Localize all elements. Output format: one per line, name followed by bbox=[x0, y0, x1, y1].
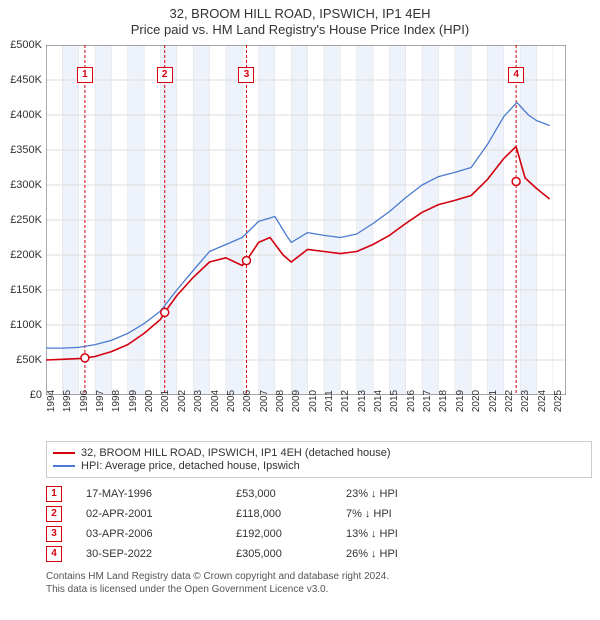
title-block: 32, BROOM HILL ROAD, IPSWICH, IP1 4EH Pr… bbox=[0, 0, 600, 39]
x-tick-label: 1997 bbox=[95, 389, 106, 411]
x-tick-label: 2011 bbox=[324, 390, 335, 412]
sale-row: 1 17-MAY-1996£53,00023%↓HPI bbox=[46, 486, 592, 502]
x-tick-label: 2022 bbox=[504, 389, 515, 411]
x-tick-label: 2018 bbox=[438, 389, 449, 411]
legend-swatch-hpi bbox=[53, 465, 75, 467]
legend-label-hpi: HPI: Average price, detached house, Ipsw… bbox=[81, 460, 300, 472]
sale-diff-suffix: HPI bbox=[380, 548, 398, 560]
arrow-down-icon: ↓ bbox=[371, 528, 377, 540]
x-tick-label: 2024 bbox=[537, 389, 548, 411]
sale-price: £118,000 bbox=[236, 508, 346, 520]
sale-date: 30-SEP-2022 bbox=[86, 548, 236, 560]
x-tick-label: 2002 bbox=[177, 389, 188, 411]
sale-marker-box: 2 bbox=[157, 67, 173, 83]
x-tick-label: 1998 bbox=[111, 389, 122, 411]
x-tick-label: 2015 bbox=[389, 389, 400, 411]
y-tick-label: £200K bbox=[2, 249, 42, 261]
sale-price: £305,000 bbox=[236, 548, 346, 560]
sale-marker-box: 1 bbox=[77, 67, 93, 83]
y-tick-label: £150K bbox=[2, 284, 42, 296]
x-tick-label: 2021 bbox=[488, 389, 499, 411]
legend: 32, BROOM HILL ROAD, IPSWICH, IP1 4EH (d… bbox=[46, 441, 592, 478]
x-tick-label: 2013 bbox=[357, 389, 368, 411]
x-tick-label: 1996 bbox=[79, 389, 90, 411]
footer-line-2: This data is licensed under the Open Gov… bbox=[46, 583, 592, 596]
legend-item-paid: 32, BROOM HILL ROAD, IPSWICH, IP1 4EH (d… bbox=[53, 447, 585, 459]
x-tick-label: 2000 bbox=[144, 389, 155, 411]
sales-table: 117-MAY-1996£53,00023%↓HPI202-APR-2001£1… bbox=[46, 486, 592, 562]
y-tick-label: £50K bbox=[2, 354, 42, 366]
sale-marker-box: 4 bbox=[508, 67, 524, 83]
legend-label-paid: 32, BROOM HILL ROAD, IPSWICH, IP1 4EH (d… bbox=[81, 447, 391, 459]
y-tick-label: £250K bbox=[2, 214, 42, 226]
x-tick-label: 2006 bbox=[242, 389, 253, 411]
x-tick-label: 2019 bbox=[455, 389, 466, 411]
chart-area: £0£50K£100K£150K£200K£250K£300K£350K£400… bbox=[46, 45, 600, 395]
x-tick-label: 2016 bbox=[406, 389, 417, 411]
legend-item-hpi: HPI: Average price, detached house, Ipsw… bbox=[53, 460, 585, 472]
arrow-down-icon: ↓ bbox=[365, 508, 371, 520]
y-tick-label: £100K bbox=[2, 319, 42, 331]
y-tick-label: £450K bbox=[2, 74, 42, 86]
x-tick-label: 2010 bbox=[308, 389, 319, 411]
y-tick-label: £0 bbox=[2, 389, 42, 401]
y-tick-label: £300K bbox=[2, 179, 42, 191]
sale-num-box: 4 bbox=[46, 546, 62, 562]
sale-diff-pct: 13% bbox=[346, 528, 368, 540]
y-tick-label: £350K bbox=[2, 144, 42, 156]
sale-date: 17-MAY-1996 bbox=[86, 488, 236, 500]
x-tick-label: 2012 bbox=[340, 389, 351, 411]
sale-marker-box: 3 bbox=[238, 67, 254, 83]
title-line-2: Price paid vs. HM Land Registry's House … bbox=[0, 22, 600, 38]
y-tick-label: £400K bbox=[2, 109, 42, 121]
footer: Contains HM Land Registry data © Crown c… bbox=[46, 570, 592, 596]
footer-line-1: Contains HM Land Registry data © Crown c… bbox=[46, 570, 592, 583]
sale-date: 03-APR-2006 bbox=[86, 528, 236, 540]
x-tick-label: 2008 bbox=[275, 389, 286, 411]
title-line-1: 32, BROOM HILL ROAD, IPSWICH, IP1 4EH bbox=[0, 6, 600, 22]
x-tick-label: 2014 bbox=[373, 389, 384, 411]
arrow-down-icon: ↓ bbox=[371, 488, 377, 500]
sale-diff-pct: 7% bbox=[346, 508, 362, 520]
sale-row: 2 02-APR-2001£118,0007%↓HPI bbox=[46, 506, 592, 522]
sale-row: 3 03-APR-2006£192,00013%↓HPI bbox=[46, 526, 592, 542]
x-tick-label: 2023 bbox=[520, 389, 531, 411]
sale-diff-pct: 23% bbox=[346, 488, 368, 500]
sale-diff-suffix: HPI bbox=[380, 488, 398, 500]
x-tick-label: 2001 bbox=[160, 389, 171, 411]
x-tick-label: 1999 bbox=[128, 389, 139, 411]
sale-price: £53,000 bbox=[236, 488, 346, 500]
arrow-down-icon: ↓ bbox=[371, 548, 377, 560]
sale-diff-suffix: HPI bbox=[380, 528, 398, 540]
sale-diff-pct: 26% bbox=[346, 548, 368, 560]
sale-diff: 7%↓HPI bbox=[346, 508, 466, 520]
sale-diff: 26%↓HPI bbox=[346, 548, 466, 560]
x-tick-label: 1995 bbox=[62, 389, 73, 411]
sale-date: 02-APR-2001 bbox=[86, 508, 236, 520]
sale-num-box: 1 bbox=[46, 486, 62, 502]
x-tick-label: 2004 bbox=[210, 389, 221, 411]
x-tick-label: 1994 bbox=[46, 389, 57, 411]
x-tick-label: 2009 bbox=[291, 389, 302, 411]
sale-num-box: 3 bbox=[46, 526, 62, 542]
y-tick-label: £500K bbox=[2, 39, 42, 51]
sale-diff-suffix: HPI bbox=[373, 508, 391, 520]
x-tick-label: 2005 bbox=[226, 389, 237, 411]
sale-num-box: 2 bbox=[46, 506, 62, 522]
x-tick-label: 2025 bbox=[553, 389, 564, 411]
sale-price: £192,000 bbox=[236, 528, 346, 540]
x-tick-label: 2020 bbox=[471, 389, 482, 411]
sale-row: 4 30-SEP-2022£305,00026%↓HPI bbox=[46, 546, 592, 562]
x-tick-label: 2003 bbox=[193, 389, 204, 411]
sale-diff: 23%↓HPI bbox=[346, 488, 466, 500]
x-tick-label: 2017 bbox=[422, 389, 433, 411]
legend-swatch-paid bbox=[53, 452, 75, 454]
chart-svg bbox=[46, 45, 566, 395]
x-tick-label: 2007 bbox=[259, 389, 270, 411]
sale-diff: 13%↓HPI bbox=[346, 528, 466, 540]
